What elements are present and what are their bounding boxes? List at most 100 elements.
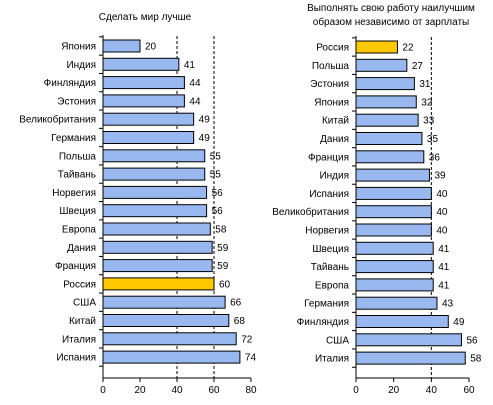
c1-bar-15 bbox=[102, 295, 226, 309]
c1-bar-12 bbox=[102, 240, 213, 254]
c1-category-label-15: США bbox=[73, 298, 96, 309]
c1-data-label-12: 59 bbox=[217, 243, 229, 254]
c1-bar-9 bbox=[102, 185, 208, 199]
c2-category-label-2: Польша bbox=[312, 61, 350, 72]
c2-bar-1 bbox=[355, 40, 398, 54]
c1-data-label-14: 60 bbox=[219, 279, 231, 290]
c2-category-label-1: Россия bbox=[316, 43, 349, 54]
c1-data-label-15: 66 bbox=[230, 298, 242, 309]
c2-data-label-5: 33 bbox=[423, 116, 435, 127]
c1-bar-16 bbox=[102, 314, 230, 327]
c2-x-tick-label-0: 0 bbox=[353, 385, 359, 396]
c2-x-tick-label-2: 40 bbox=[426, 385, 438, 396]
c1-data-label-16: 68 bbox=[234, 316, 246, 327]
c2-data-label-3: 31 bbox=[419, 79, 431, 90]
c2-category-label-5: Китай bbox=[322, 116, 349, 127]
c1-category-label-8: Тайвань bbox=[58, 170, 96, 181]
c1-data-label-4: 44 bbox=[189, 96, 201, 107]
c2-bar-13 bbox=[355, 260, 434, 274]
c2-data-label-6: 35 bbox=[427, 134, 439, 145]
c2-category-label-9: Испания bbox=[309, 189, 349, 200]
c1-data-label-11: 58 bbox=[215, 225, 227, 236]
c1-data-label-1: 20 bbox=[145, 42, 157, 53]
c1-bar-10 bbox=[102, 204, 208, 218]
c1-bar-17 bbox=[102, 332, 237, 346]
c2-bar-11 bbox=[355, 223, 432, 237]
c2-bar-8 bbox=[355, 168, 430, 182]
c2-bar-16 bbox=[355, 315, 449, 328]
c2-data-label-9: 40 bbox=[436, 189, 448, 200]
c1-category-label-1: Япония bbox=[61, 42, 96, 53]
c1-bar-2 bbox=[102, 57, 180, 71]
c1-bar-14 bbox=[102, 277, 215, 291]
c2-data-label-18: 58 bbox=[470, 354, 482, 365]
c2-title-line-2: образом независимо от зарплаты bbox=[313, 16, 469, 28]
c2-data-label-12: 41 bbox=[438, 244, 450, 255]
c2-data-label-14: 41 bbox=[438, 280, 450, 291]
c1-bar-1 bbox=[102, 39, 141, 53]
c1-category-label-12: Дания bbox=[67, 243, 96, 254]
c2-category-label-17: США bbox=[326, 335, 349, 346]
c1-data-label-18: 74 bbox=[245, 353, 257, 364]
c1-data-label-5: 49 bbox=[199, 115, 211, 126]
c2-category-label-12: Швеция bbox=[312, 244, 349, 255]
c2-category-label-13: Тайвань bbox=[311, 262, 349, 273]
c2-bar-10 bbox=[355, 205, 432, 219]
c1-bar-4 bbox=[102, 94, 185, 108]
c1-x-tick-label-0: 0 bbox=[100, 385, 106, 396]
c1-category-label-7: Польша bbox=[59, 151, 97, 162]
c1-category-label-2: Индия bbox=[66, 60, 96, 71]
c1-category-label-4: Эстония bbox=[57, 96, 96, 107]
c2-bar-17 bbox=[355, 333, 462, 347]
c2-category-label-3: Эстония bbox=[310, 79, 349, 90]
c2-category-label-14: Европа bbox=[315, 280, 350, 291]
c2-category-label-4: Япония bbox=[314, 97, 349, 108]
c1-bar-13 bbox=[102, 259, 213, 273]
c2-bar-7 bbox=[355, 150, 425, 164]
c1-category-label-18: Испания bbox=[56, 353, 96, 364]
c1-data-label-7: 55 bbox=[210, 151, 222, 162]
c2-data-label-8: 39 bbox=[434, 171, 446, 182]
c2-x-tick-label-3: 60 bbox=[463, 385, 475, 396]
c2-category-label-8: Индия bbox=[319, 171, 349, 182]
c2-data-label-7: 36 bbox=[429, 152, 441, 163]
c2-bar-15 bbox=[355, 296, 438, 310]
c1-bar-6 bbox=[102, 131, 195, 144]
c1-bar-5 bbox=[102, 112, 195, 126]
c1-bar-3 bbox=[102, 76, 185, 90]
c1-bar-7 bbox=[102, 149, 206, 163]
c2-category-label-10: Великобритания bbox=[272, 206, 349, 218]
c2-bar-6 bbox=[355, 132, 423, 145]
c2-title-line-1: Выполнять свою работу наилучшим bbox=[307, 2, 475, 14]
c1-data-label-9: 56 bbox=[212, 188, 224, 199]
c1-data-label-13: 59 bbox=[217, 261, 229, 272]
c1-data-label-2: 41 bbox=[184, 60, 196, 71]
c2-data-label-13: 41 bbox=[438, 262, 450, 273]
c1-category-label-16: Китай bbox=[69, 316, 96, 327]
c2-data-label-16: 49 bbox=[453, 317, 465, 328]
c1-category-label-14: Россия bbox=[63, 279, 96, 290]
c1-x-tick-label-4: 80 bbox=[245, 385, 257, 396]
c1-bar-8 bbox=[102, 167, 206, 181]
c1-data-label-10: 56 bbox=[212, 206, 224, 217]
c1-category-label-3: Финляндия bbox=[44, 78, 96, 89]
c2-data-label-2: 27 bbox=[412, 61, 424, 72]
c2-data-label-4: 32 bbox=[421, 97, 433, 108]
c1-category-label-6: Германия bbox=[51, 133, 96, 144]
c1-bar-11 bbox=[102, 222, 211, 236]
c1-category-label-11: Европа bbox=[62, 225, 97, 236]
c2-bar-9 bbox=[355, 186, 432, 200]
c1-bar-18 bbox=[102, 350, 241, 364]
c2-data-label-11: 40 bbox=[436, 226, 448, 237]
c2-bar-14 bbox=[355, 278, 434, 292]
c1-x-tick-label-3: 60 bbox=[208, 385, 220, 396]
c1-data-label-17: 72 bbox=[241, 334, 253, 345]
c2-category-label-15: Германия bbox=[304, 299, 349, 310]
c2-bar-18 bbox=[355, 351, 466, 365]
c1-title: Сделать мир лучше bbox=[99, 12, 192, 23]
c2-bar-12 bbox=[355, 241, 434, 255]
c2-bar-3 bbox=[355, 77, 415, 91]
c1-category-label-10: Швеция bbox=[59, 206, 96, 217]
c2-bar-5 bbox=[355, 113, 419, 127]
